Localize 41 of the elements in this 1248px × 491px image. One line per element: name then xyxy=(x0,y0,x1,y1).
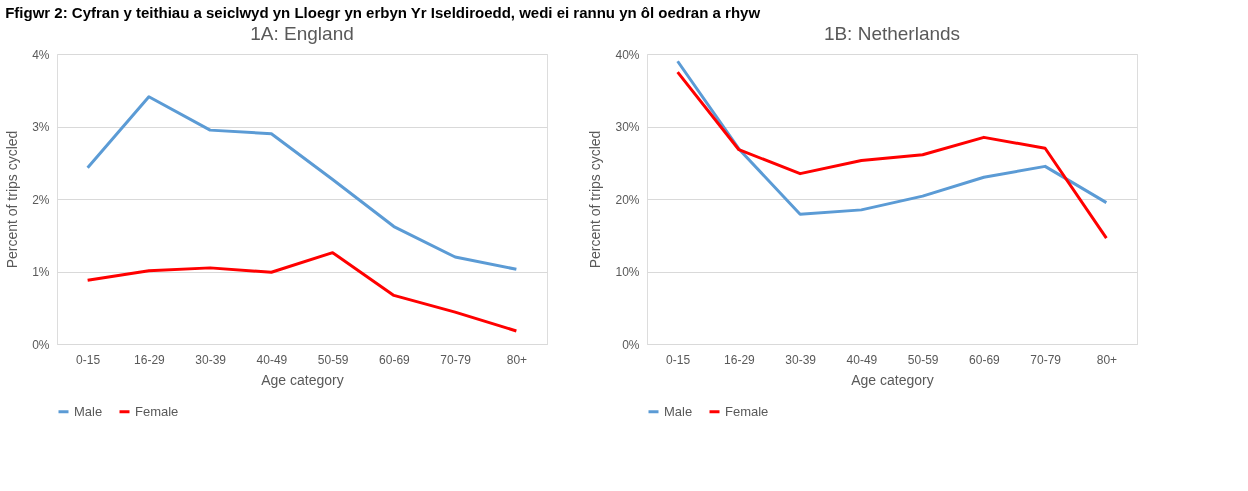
x-tick-label: 60-69 xyxy=(969,352,1001,367)
y-tick-label: 4% xyxy=(32,47,50,62)
legend-label: Female xyxy=(135,403,179,419)
y-axis-title: Percent of trips cycled xyxy=(4,130,21,269)
y-tick-label: 30% xyxy=(615,120,640,134)
legend-label: Female xyxy=(725,403,769,419)
y-tick-label: 0% xyxy=(32,337,50,352)
x-tick-label: 40-49 xyxy=(846,352,878,367)
chart-title: 1A: England xyxy=(250,23,354,44)
text: Ffigwr 2: Cyfran y teithiau a seiclwyd yn Lloegr yn erbyn Yr Iseldiroedd, wedi ei rannu yn ôl oedran a rhyw xyxy=(5,3,761,21)
y-axis-title: Percent of trips cycled xyxy=(587,130,604,269)
y-tick-label: 3% xyxy=(32,120,50,134)
y-tick-label: 1% xyxy=(32,265,50,279)
line-series xyxy=(86,95,518,271)
x-axis-title: Age category xyxy=(261,371,344,388)
x-tick-label: 80+ xyxy=(1096,352,1118,367)
x-tick-label: 30-39 xyxy=(195,352,227,367)
x-axis-title: Age category xyxy=(851,371,934,388)
x-tick-label: 80+ xyxy=(506,352,528,367)
x-tick-label: 60-69 xyxy=(379,352,411,367)
y-tick-label: 0% xyxy=(622,337,640,352)
line-series xyxy=(676,70,1108,240)
x-tick-label: 70-79 xyxy=(1030,352,1062,367)
line-series xyxy=(86,251,518,333)
x-tick-label: 16-29 xyxy=(724,352,756,367)
x-tick-label: 16-29 xyxy=(134,352,166,367)
y-tick-label: 20% xyxy=(615,192,640,207)
x-tick-label: 0-15 xyxy=(666,352,691,367)
x-tick-label: 40-49 xyxy=(256,352,288,367)
legend-label: Male xyxy=(74,403,103,419)
legend-label: Male xyxy=(664,403,693,419)
x-tick-label: 50-59 xyxy=(317,352,349,367)
y-tick-label: 10% xyxy=(615,265,640,279)
x-tick-label: 0-15 xyxy=(76,352,101,367)
x-tick-label: 70-79 xyxy=(440,352,472,367)
y-tick-label: 2% xyxy=(32,192,50,207)
x-tick-label: 30-39 xyxy=(785,352,817,367)
x-tick-label: 50-59 xyxy=(907,352,939,367)
y-tick-label: 40% xyxy=(615,47,640,62)
chart-title: 1B: Netherlands xyxy=(823,23,961,44)
line-series xyxy=(676,59,1108,216)
